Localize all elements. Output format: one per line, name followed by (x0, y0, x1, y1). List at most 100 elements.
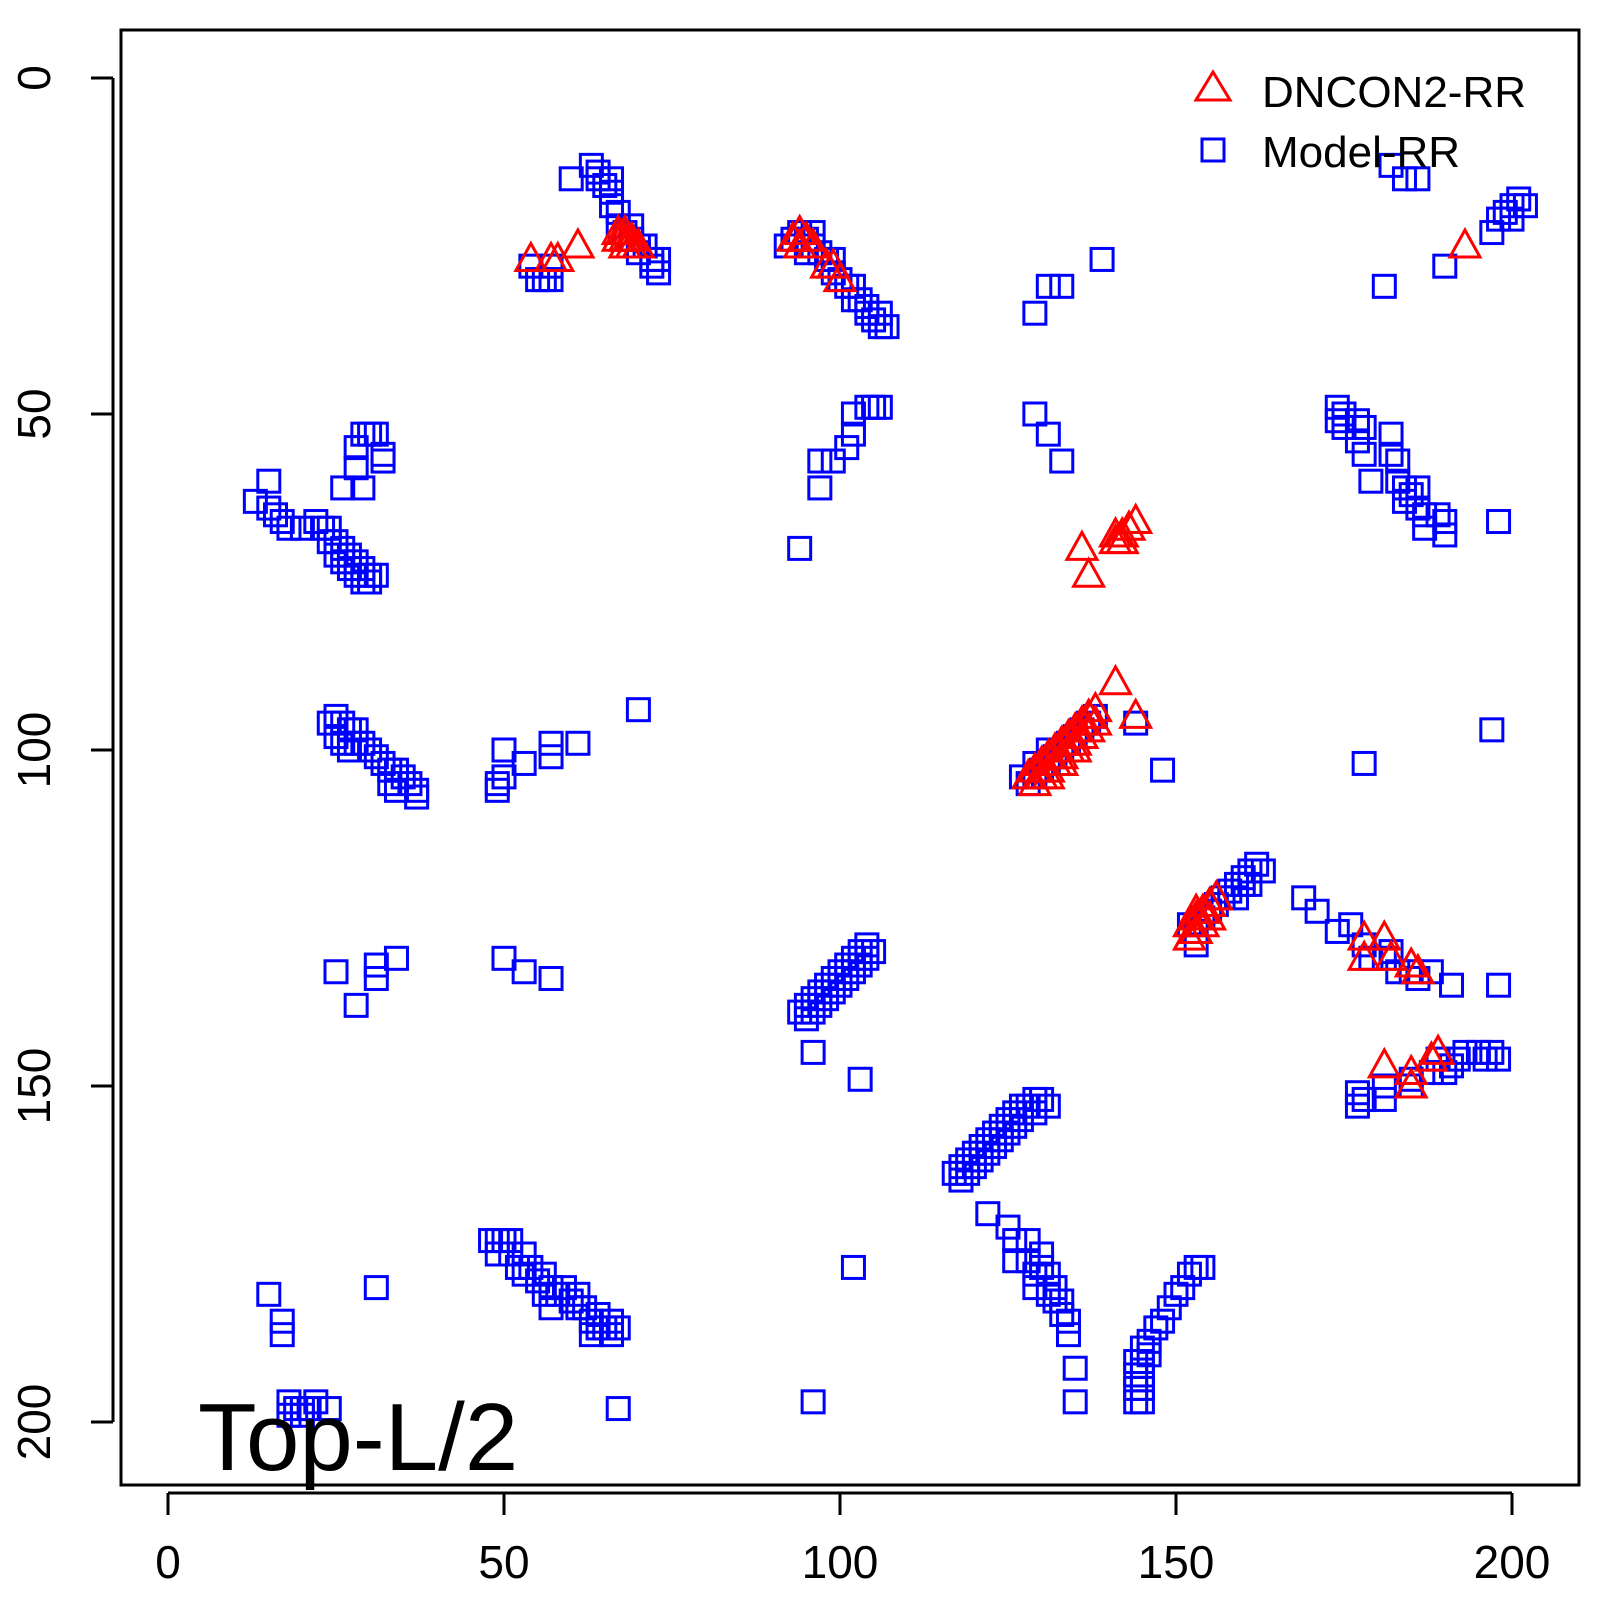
model-rr-point (1022, 1261, 1048, 1287)
model-rr-point (1029, 1086, 1055, 1112)
model-rr-point (1123, 1375, 1149, 1401)
model-rr-point (511, 750, 537, 776)
model-rr-point (363, 744, 389, 770)
model-rr-point (988, 1127, 1014, 1153)
model-rr-point (995, 1214, 1021, 1240)
model-rr-point (316, 1396, 342, 1422)
model-rr-point (363, 952, 389, 978)
dncon2-rr-point (782, 213, 818, 246)
model-rr-point (948, 1167, 974, 1193)
dncon2-rr-point (1104, 522, 1140, 555)
model-rr-point (975, 1127, 1001, 1153)
model-rr-point (840, 945, 866, 971)
model-rr-point (538, 1275, 564, 1301)
model-rr-point (847, 952, 873, 978)
dncon2-rr-point (1346, 939, 1382, 971)
model-rr-point (1029, 1254, 1055, 1280)
x-axis: 0 50 100 150 200 (155, 1491, 1550, 1588)
model-rr-point (1035, 273, 1061, 299)
model-rr-point (1002, 1113, 1028, 1139)
model-rr-point (565, 730, 591, 756)
dncon2-rr-point (1346, 919, 1382, 951)
model-rr-point (538, 744, 564, 770)
legend-marker-model-rr (1200, 137, 1226, 163)
model-rr-point (867, 300, 893, 326)
model-rr-point (1136, 1328, 1162, 1354)
model-rr-point (982, 1133, 1008, 1159)
model-rr-point (538, 965, 564, 991)
model-rr-point (276, 1402, 302, 1428)
model-rr-point (1391, 166, 1417, 192)
dncon2-rr-point (600, 220, 636, 252)
model-rr-point (363, 1275, 389, 1301)
x-tick-label: 0 (155, 1536, 181, 1588)
model-rr-point (814, 986, 840, 1012)
model-rr-point (1506, 186, 1532, 212)
model-rr-point (1129, 1389, 1155, 1415)
model-rr-point (1002, 1228, 1028, 1254)
model-rr-point (350, 556, 376, 582)
dncon2-rr-point (795, 226, 831, 259)
model-rr-point (800, 986, 826, 1012)
model-rr-point (323, 703, 349, 729)
model-rr-point (834, 435, 860, 461)
model-rr-point (256, 495, 282, 521)
model-rr-point (1015, 1248, 1041, 1274)
model-rr-point (1089, 246, 1115, 272)
model-rr-point (343, 455, 369, 481)
model-rr-point (1237, 871, 1263, 897)
y-tick-label: 50 (8, 388, 60, 439)
dncon2-rr-point (1447, 226, 1483, 259)
model-rr-point (807, 979, 833, 1005)
model-rr-point (820, 979, 846, 1005)
model-rr-point (303, 509, 329, 535)
y-tick-label: 0 (8, 65, 60, 91)
model-rr-point (578, 152, 604, 178)
model-rr-point (847, 1066, 873, 1092)
model-rr-point (1136, 1342, 1162, 1368)
model-rr-point (1129, 1375, 1155, 1401)
model-rr-point (263, 502, 289, 528)
model-rr-point (605, 1396, 631, 1422)
model-rr-point (840, 401, 866, 427)
model-rr-point (484, 771, 510, 797)
model-rr-point (1129, 1335, 1155, 1361)
model-rr-point (1432, 1060, 1458, 1086)
model-rr-point (1486, 206, 1512, 232)
model-rr-point (1022, 1275, 1048, 1301)
model-rr-point (343, 549, 369, 575)
model-rr-point (350, 730, 376, 756)
dncon2-rr-point (1178, 892, 1214, 924)
model-rr-point (854, 932, 880, 958)
model-rr-point (242, 488, 268, 514)
model-rr-point (1439, 1053, 1465, 1079)
model-rr-point (646, 246, 672, 272)
model-rr-point (1371, 1073, 1397, 1099)
dncon2-rr-point (1413, 1040, 1449, 1072)
model-rr-point (1129, 1349, 1155, 1375)
model-rr-point (323, 529, 349, 555)
dncon2-rr-point (1366, 919, 1402, 951)
model-rr-point (491, 737, 517, 763)
model-rr-point (787, 999, 813, 1025)
dncon2-rr-point (1077, 704, 1113, 736)
model-rr-point (269, 1322, 295, 1348)
model-rr-point (854, 394, 880, 420)
model-rr-point (504, 1254, 530, 1280)
model-rr-point (1385, 448, 1411, 474)
model-rr-point (807, 448, 833, 474)
legend-label-model-rr: Model-RR (1262, 128, 1460, 177)
model-rr-point (1439, 972, 1465, 998)
model-rr-point (370, 750, 396, 776)
model-rr-point (995, 1107, 1021, 1133)
model-rr-point (397, 771, 423, 797)
model-rr-point (605, 1315, 631, 1341)
model-rr-point (625, 697, 651, 723)
model-rr-point (1432, 522, 1458, 548)
model-rr-point (834, 965, 860, 991)
model-rr-point (1378, 152, 1404, 178)
model-rr-point (955, 1160, 981, 1186)
model-rr-point (1344, 408, 1370, 434)
model-rr-point (820, 448, 846, 474)
